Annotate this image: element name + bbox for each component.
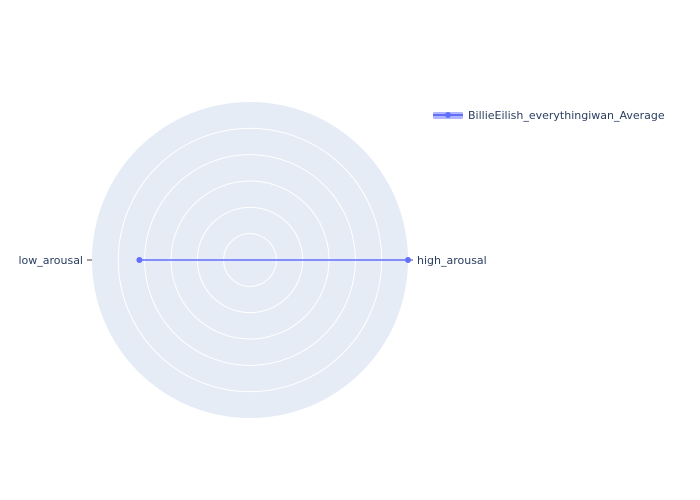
series-point[interactable] [136, 257, 143, 263]
legend-item[interactable]: BillieEilish_everythingiwan_Average [433, 109, 665, 122]
series-layer [136, 257, 411, 263]
angular-tick-label: low_arousal [18, 254, 83, 267]
series-point[interactable] [405, 257, 411, 263]
angular-tick-label: high_arousal [417, 254, 487, 267]
angular-axis-labels: high_arousal low_arousal [18, 254, 486, 267]
legend[interactable]: BillieEilish_everythingiwan_Average [433, 109, 665, 122]
legend-swatch-marker [445, 112, 451, 118]
legend-label: BillieEilish_everythingiwan_Average [468, 109, 665, 122]
